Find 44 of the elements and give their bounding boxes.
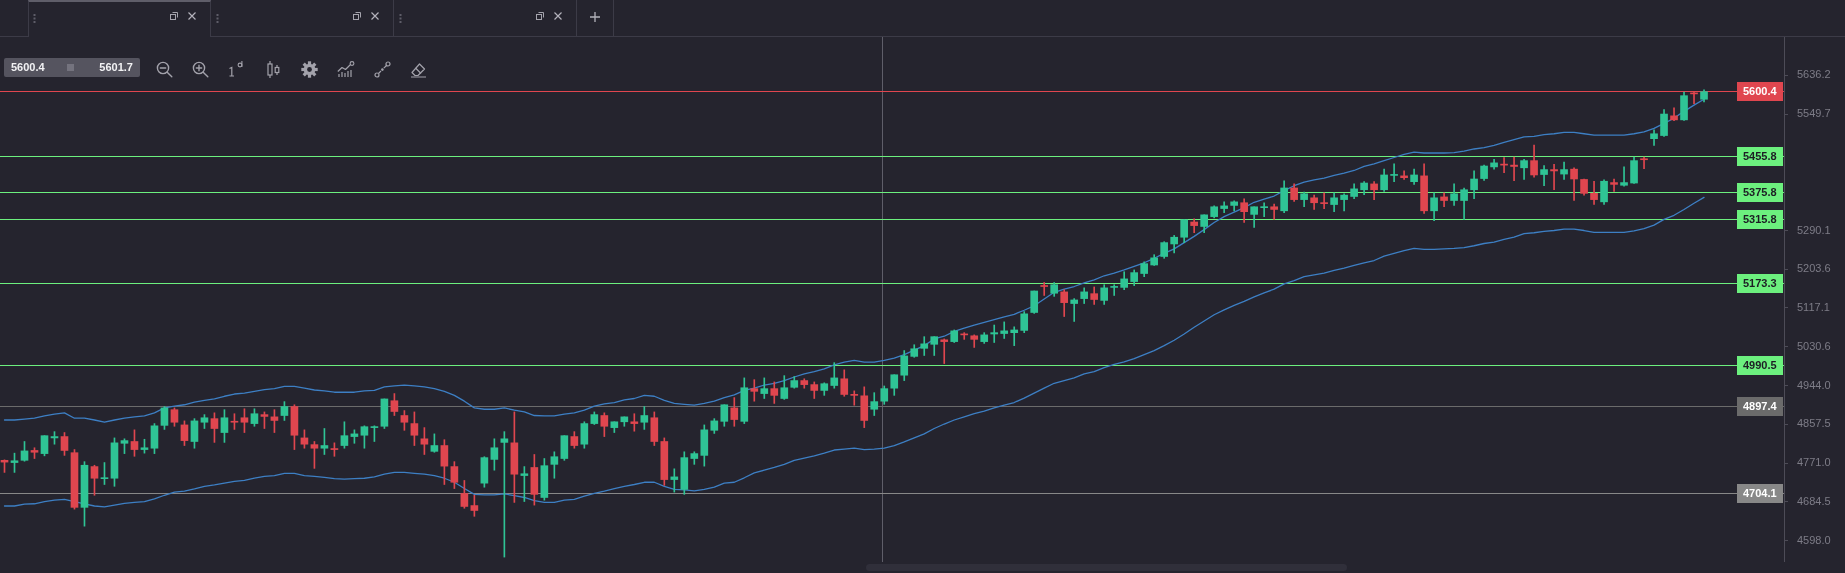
candlestick [1550,163,1558,191]
y-tick-label: 4944.0 [1797,378,1831,391]
candlestick [1110,284,1119,296]
y-tick-label: 5290.1 [1797,223,1831,236]
candlestick [1510,156,1518,182]
candlestick [850,390,859,406]
candlestick [1640,156,1648,170]
candlestick [1260,202,1268,217]
candlestick [1040,282,1049,296]
ref-line-label: 5600.4 [1743,85,1778,98]
ref-line-label: 5315.8 [1743,213,1777,226]
y-tick-label: 5549.7 [1797,107,1831,120]
ref-line-label: 4897.4 [1743,400,1778,413]
candlestick [1010,326,1019,346]
price-field: 5600.4 5601.7 [4,58,140,77]
ref-line-label: 4704.1 [1743,487,1777,500]
candlestick [1070,298,1079,322]
candlestick [1610,178,1618,192]
candlestick [1620,166,1628,187]
candlestick [750,379,759,402]
y-tick-label: 4771.0 [1797,456,1831,469]
ref-line-label: 5173.3 [1743,277,1777,290]
candlestick [630,413,639,432]
ref-line-label: 5375.8 [1743,186,1777,199]
annotation: 5601.7 [99,61,133,74]
y-tick-label: 5117.1 [1797,301,1830,313]
y-tick-label: 4684.5 [1797,494,1831,507]
candlestick [920,336,929,356]
candlestick [1340,193,1348,212]
y-tick-label: 5203.6 [1797,262,1831,275]
candlestick [940,338,949,364]
y-tick-label: 4857.5 [1797,417,1831,430]
candlestick [1270,203,1278,220]
ref-line-label: 5455.8 [1743,150,1777,163]
y-tick-label: 5636.2 [1797,68,1831,81]
candlestick [990,324,999,343]
candlestick [1320,192,1328,209]
ref-line-label: 4990.5 [1743,359,1777,372]
annotation: 5600.4 [11,61,45,74]
candlestick [1390,163,1398,183]
y-tick-label: 5030.6 [1797,339,1831,352]
y-tick-label: 4598.0 [1797,533,1831,546]
candlestick [1000,321,1009,339]
candlestick [670,468,679,493]
